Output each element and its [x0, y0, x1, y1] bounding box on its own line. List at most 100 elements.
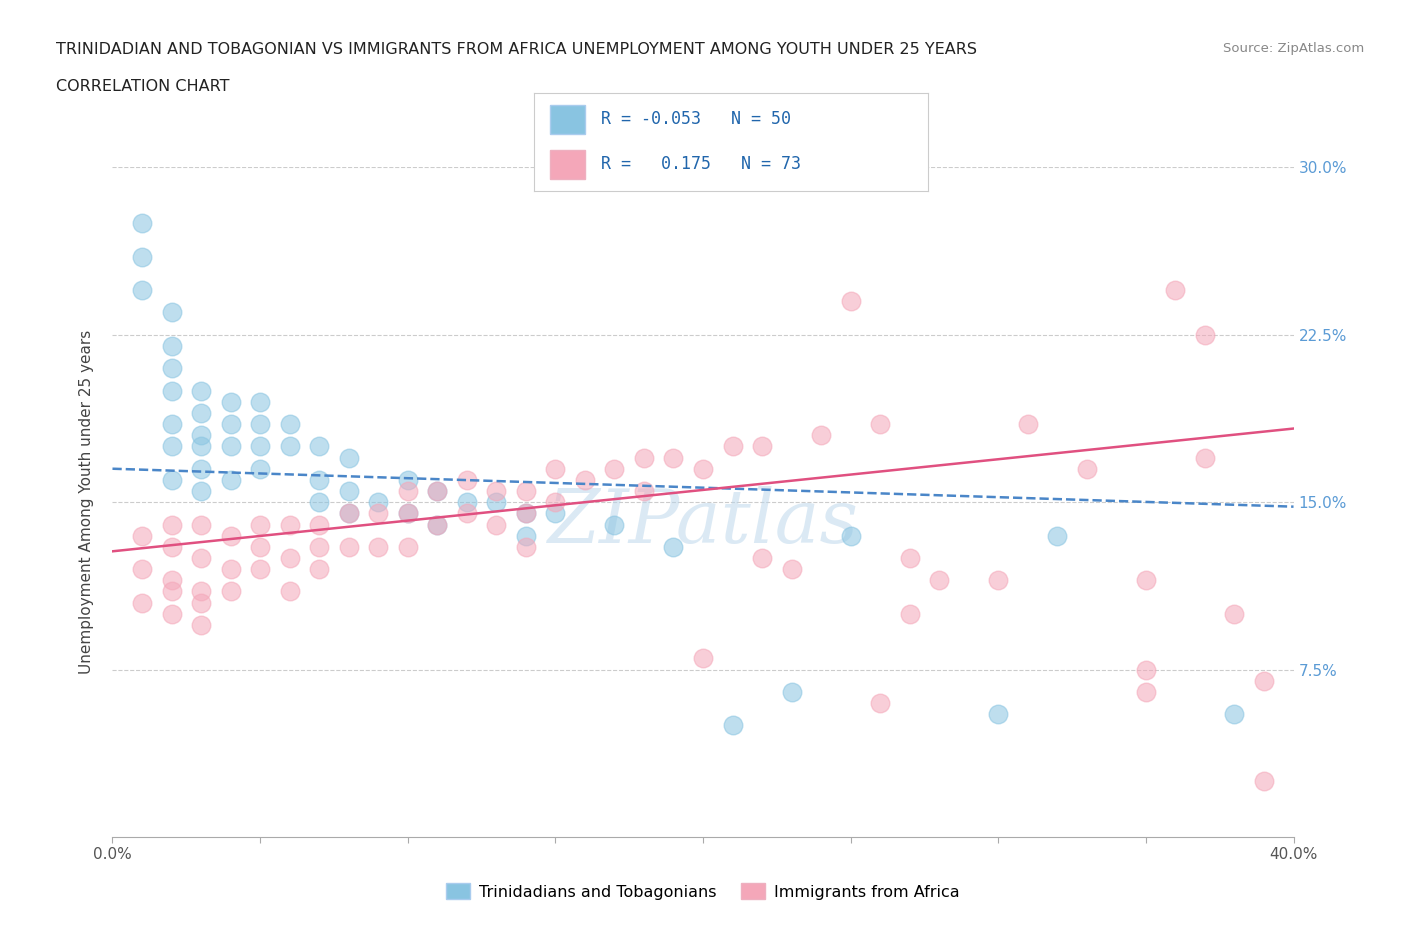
Point — [396, 484, 419, 498]
Point — [515, 506, 537, 521]
Point — [160, 439, 183, 454]
Point — [219, 528, 242, 543]
Point — [190, 551, 212, 565]
Point — [308, 439, 330, 454]
Point — [190, 517, 212, 532]
Point — [780, 684, 803, 699]
Point — [928, 573, 950, 588]
Point — [190, 461, 212, 476]
Point — [662, 539, 685, 554]
Point — [1194, 327, 1216, 342]
Legend: Trinidadians and Tobagonians, Immigrants from Africa: Trinidadians and Tobagonians, Immigrants… — [440, 877, 966, 906]
Point — [426, 517, 449, 532]
Point — [869, 417, 891, 432]
Point — [249, 439, 271, 454]
Point — [544, 461, 567, 476]
Point — [131, 528, 153, 543]
Point — [160, 472, 183, 487]
Point — [456, 506, 478, 521]
Point — [1253, 673, 1275, 688]
Point — [278, 584, 301, 599]
Point — [131, 595, 153, 610]
Point — [1253, 774, 1275, 789]
Point — [898, 551, 921, 565]
Point — [337, 506, 360, 521]
Point — [1223, 606, 1246, 621]
Point — [721, 439, 744, 454]
Point — [308, 495, 330, 510]
Point — [515, 539, 537, 554]
Point — [633, 450, 655, 465]
Point — [485, 517, 508, 532]
Point — [1135, 573, 1157, 588]
Point — [190, 484, 212, 498]
Point — [219, 439, 242, 454]
Point — [574, 472, 596, 487]
Point — [751, 439, 773, 454]
Point — [1135, 662, 1157, 677]
Point — [485, 495, 508, 510]
Point — [367, 506, 389, 521]
Point — [131, 249, 153, 264]
Point — [190, 428, 212, 443]
Point — [721, 718, 744, 733]
Point — [1017, 417, 1039, 432]
Point — [603, 461, 626, 476]
Point — [160, 305, 183, 320]
Point — [308, 562, 330, 577]
Point — [249, 394, 271, 409]
Point — [160, 383, 183, 398]
Point — [456, 472, 478, 487]
Text: CORRELATION CHART: CORRELATION CHART — [56, 79, 229, 94]
Point — [219, 472, 242, 487]
Point — [190, 618, 212, 632]
Point — [160, 539, 183, 554]
Point — [751, 551, 773, 565]
Y-axis label: Unemployment Among Youth under 25 years: Unemployment Among Youth under 25 years — [79, 330, 94, 674]
Point — [1194, 450, 1216, 465]
Point — [426, 484, 449, 498]
Point — [337, 484, 360, 498]
Point — [426, 517, 449, 532]
Point — [131, 216, 153, 231]
Point — [278, 417, 301, 432]
Point — [160, 417, 183, 432]
Point — [190, 584, 212, 599]
Point — [544, 506, 567, 521]
Point — [898, 606, 921, 621]
Point — [337, 506, 360, 521]
Point — [396, 506, 419, 521]
Point — [219, 394, 242, 409]
Point — [337, 450, 360, 465]
Point — [190, 439, 212, 454]
Bar — [550, 150, 585, 179]
Point — [249, 562, 271, 577]
Point — [131, 283, 153, 298]
Point — [987, 573, 1010, 588]
Point — [190, 383, 212, 398]
Text: R = -0.053   N = 50: R = -0.053 N = 50 — [602, 111, 792, 128]
Point — [308, 517, 330, 532]
Point — [219, 584, 242, 599]
Point — [308, 472, 330, 487]
Point — [603, 517, 626, 532]
Point — [278, 439, 301, 454]
Point — [396, 539, 419, 554]
Point — [160, 584, 183, 599]
Point — [367, 495, 389, 510]
Point — [780, 562, 803, 577]
Point — [426, 484, 449, 498]
Point — [544, 495, 567, 510]
Point — [987, 707, 1010, 722]
Text: Source: ZipAtlas.com: Source: ZipAtlas.com — [1223, 42, 1364, 55]
Point — [396, 506, 419, 521]
Point — [633, 484, 655, 498]
Point — [160, 573, 183, 588]
Point — [308, 539, 330, 554]
Point — [839, 294, 862, 309]
Point — [190, 405, 212, 420]
Point — [1223, 707, 1246, 722]
Point — [249, 417, 271, 432]
Point — [160, 517, 183, 532]
Text: ZIPatlas: ZIPatlas — [547, 486, 859, 559]
